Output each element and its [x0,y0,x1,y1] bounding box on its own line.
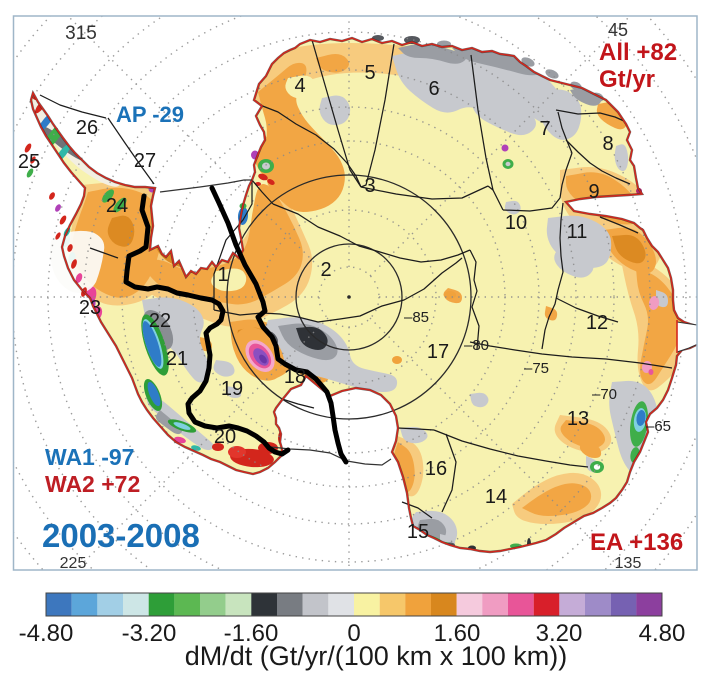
svg-text:18: 18 [284,366,306,388]
svg-text:9: 9 [588,181,599,203]
svg-text:–65: –65 [646,418,671,435]
svg-text:0: 0 [347,620,360,647]
svg-text:-3.20: -3.20 [122,620,177,647]
svg-text:25: 25 [18,151,40,173]
svg-text:WA2 +72: WA2 +72 [45,471,140,497]
svg-text:19: 19 [221,378,243,400]
svg-text:135: 135 [615,555,642,572]
svg-text:13: 13 [567,408,589,430]
svg-text:5: 5 [364,62,375,84]
svg-text:14: 14 [485,486,507,508]
svg-text:15: 15 [407,521,429,543]
svg-text:–85: –85 [404,309,429,326]
svg-text:3.20: 3.20 [536,620,583,647]
svg-text:3: 3 [364,175,375,197]
svg-text:22: 22 [149,310,171,332]
svg-text:315: 315 [65,23,97,44]
svg-text:16: 16 [425,458,447,480]
svg-text:2: 2 [320,259,331,281]
svg-text:225: 225 [60,555,87,572]
svg-text:24: 24 [106,195,128,217]
svg-text:20: 20 [214,426,236,448]
svg-text:1: 1 [217,264,228,286]
svg-text:-4.80: -4.80 [19,620,74,647]
svg-text:–70: –70 [592,386,617,403]
svg-text:7: 7 [539,118,550,140]
svg-text:All +82: All +82 [599,39,677,66]
svg-text:dM/dt (Gt/yr/(100 km x 100 km): dM/dt (Gt/yr/(100 km x 100 km)) [185,641,568,671]
svg-text:Gt/yr: Gt/yr [599,66,655,93]
svg-text:12: 12 [586,312,608,334]
svg-text:–75: –75 [524,360,549,377]
svg-text:1.60: 1.60 [434,620,481,647]
svg-text:21: 21 [166,348,188,370]
svg-text:26: 26 [76,117,98,139]
svg-text:–80: –80 [464,337,489,354]
svg-text:27: 27 [134,150,156,172]
svg-text:4: 4 [294,75,305,97]
svg-text:WA1 -97: WA1 -97 [45,444,134,470]
svg-text:11: 11 [567,221,588,243]
svg-text:-1.60: -1.60 [224,620,279,647]
svg-text:10: 10 [505,212,527,234]
svg-text:17: 17 [427,341,449,363]
svg-text:EA +136: EA +136 [590,529,683,556]
svg-text:8: 8 [602,133,613,155]
svg-text:23: 23 [79,297,101,319]
svg-text:4.80: 4.80 [639,620,686,647]
svg-text:AP -29: AP -29 [116,102,184,127]
svg-text:45: 45 [608,20,628,40]
svg-text:6: 6 [428,78,439,100]
svg-text:2003-2008: 2003-2008 [42,517,200,554]
